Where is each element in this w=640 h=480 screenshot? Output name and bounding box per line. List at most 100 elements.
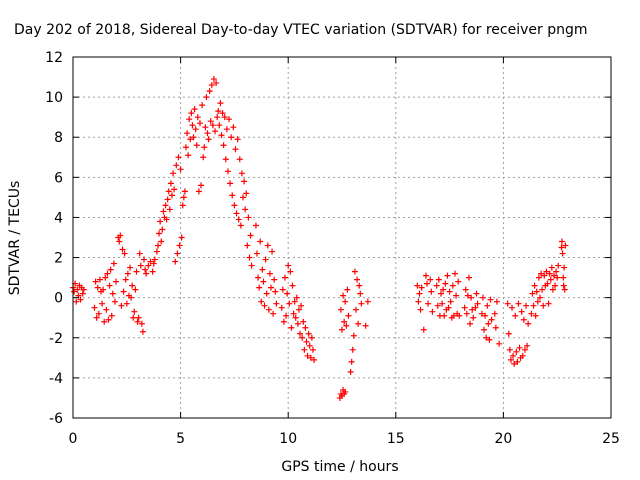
data-point xyxy=(80,286,87,293)
data-point xyxy=(344,286,351,293)
data-point xyxy=(289,282,296,289)
data-point xyxy=(348,358,355,365)
data-point xyxy=(156,230,163,237)
data-point xyxy=(266,270,273,277)
data-point xyxy=(217,100,224,107)
data-point xyxy=(190,134,197,141)
data-point xyxy=(298,302,305,309)
data-point xyxy=(131,308,138,315)
data-point xyxy=(167,180,174,187)
data-point xyxy=(453,292,460,299)
y-tick-label: 8 xyxy=(54,130,63,146)
data-points xyxy=(70,76,569,401)
data-point xyxy=(102,274,109,281)
data-point xyxy=(124,270,131,277)
data-point xyxy=(143,270,150,277)
data-point xyxy=(247,232,254,239)
data-point xyxy=(530,302,537,309)
data-point xyxy=(479,294,486,301)
data-point xyxy=(141,256,148,263)
data-point xyxy=(447,298,454,305)
data-point xyxy=(519,352,526,359)
data-point xyxy=(205,136,212,143)
data-point xyxy=(135,314,142,321)
data-point xyxy=(356,282,363,289)
data-point xyxy=(214,114,221,121)
data-point xyxy=(238,170,245,177)
data-point xyxy=(539,286,546,293)
data-point xyxy=(257,238,264,245)
data-point xyxy=(188,110,195,117)
data-point xyxy=(244,242,251,249)
data-point xyxy=(184,130,191,137)
x-tick-label: 10 xyxy=(279,431,297,447)
data-point xyxy=(449,282,456,289)
data-point xyxy=(260,278,267,285)
data-point xyxy=(128,294,135,301)
x-tick-label: 0 xyxy=(69,431,78,447)
data-point xyxy=(544,280,551,287)
data-point xyxy=(294,320,301,327)
data-point xyxy=(204,130,211,137)
data-point xyxy=(119,246,126,253)
data-point xyxy=(215,108,222,115)
data-point xyxy=(293,294,300,301)
data-point xyxy=(467,320,474,327)
chart-title: Day 202 of 2018, Sidereal Day-to-day VTE… xyxy=(14,22,588,38)
data-point xyxy=(149,268,156,275)
data-point xyxy=(339,326,345,333)
data-point xyxy=(185,152,192,159)
data-point xyxy=(123,300,130,307)
data-point xyxy=(347,368,354,375)
data-point xyxy=(236,156,243,163)
data-point xyxy=(187,136,194,143)
data-point xyxy=(129,282,136,289)
data-point xyxy=(163,216,170,223)
data-point xyxy=(79,290,86,297)
data-point xyxy=(531,282,538,289)
data-point xyxy=(133,268,140,275)
data-point xyxy=(139,328,146,335)
data-point xyxy=(560,282,567,289)
y-axis-title: SDTVAR / TECUs xyxy=(7,181,23,296)
data-point xyxy=(253,250,260,257)
data-point xyxy=(351,268,358,275)
data-point xyxy=(191,106,198,113)
data-point xyxy=(446,288,453,295)
data-point xyxy=(306,342,313,349)
data-point xyxy=(456,312,463,319)
data-point xyxy=(92,278,99,285)
data-point xyxy=(540,302,547,309)
data-point xyxy=(558,244,565,251)
data-point xyxy=(71,288,78,295)
data-point xyxy=(202,124,209,131)
data-point xyxy=(264,242,271,249)
data-point xyxy=(248,262,255,269)
data-point xyxy=(349,346,356,353)
y-tick-label: 0 xyxy=(54,291,63,307)
data-point xyxy=(220,142,227,149)
data-point xyxy=(101,318,108,325)
data-point xyxy=(420,326,427,333)
data-point xyxy=(417,306,424,313)
data-point xyxy=(416,290,423,297)
data-point xyxy=(473,290,480,297)
data-point xyxy=(506,346,513,353)
data-point xyxy=(259,266,266,273)
data-point xyxy=(303,338,310,345)
data-point xyxy=(165,188,172,195)
data-point xyxy=(237,222,244,229)
data-point xyxy=(252,222,259,229)
data-point xyxy=(524,342,531,349)
data-point xyxy=(222,156,229,163)
data-point xyxy=(345,312,352,319)
data-point xyxy=(286,300,293,307)
data-point xyxy=(224,168,231,175)
data-point xyxy=(515,300,522,307)
data-point xyxy=(546,270,553,277)
data-point xyxy=(418,284,425,291)
data-point xyxy=(516,344,523,351)
data-point xyxy=(120,288,127,295)
data-point xyxy=(186,116,193,123)
data-point xyxy=(487,296,494,303)
